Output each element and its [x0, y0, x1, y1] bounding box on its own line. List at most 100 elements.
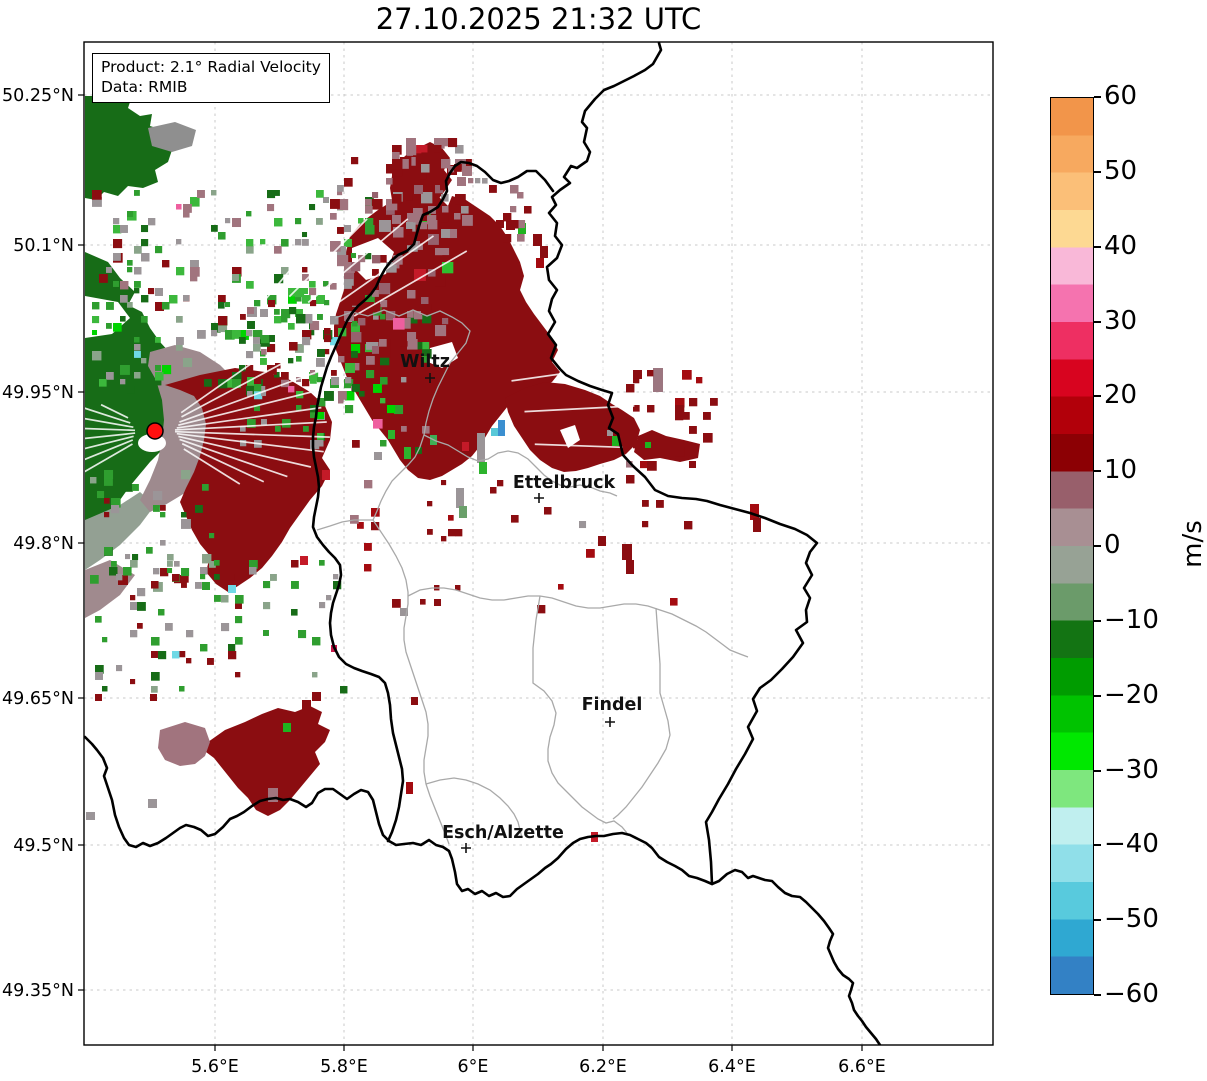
radar-speckle — [364, 543, 372, 551]
radar-speckle — [153, 491, 163, 501]
radar-speckle — [302, 379, 310, 387]
radar-speckle — [468, 178, 474, 184]
colorbar-tick — [1094, 844, 1101, 847]
white-radial-streak — [307, 218, 409, 304]
radar-speckle — [647, 461, 657, 471]
radar-speckle — [95, 665, 104, 674]
white-radial-streak — [178, 435, 312, 468]
radar-speckle — [211, 190, 217, 196]
radar-speckle — [324, 349, 330, 355]
country-border — [311, 160, 555, 843]
radar-speckle — [337, 246, 347, 256]
white-radial-streak — [524, 405, 635, 413]
radar-speckle — [190, 197, 200, 207]
radar-speckle — [104, 498, 110, 504]
radar-speckle — [162, 302, 170, 310]
radar-cell — [457, 177, 466, 186]
radar-speckle — [422, 356, 429, 363]
radar-speckle — [427, 501, 433, 507]
radar-speckle — [176, 344, 183, 351]
radar-cell — [479, 462, 487, 474]
radar-speckle — [288, 358, 294, 364]
radar-speckle — [586, 549, 595, 558]
radar-speckle — [510, 206, 517, 213]
radar-speckle — [312, 637, 321, 646]
radar-speckle — [330, 316, 339, 325]
radar-cell — [300, 556, 308, 565]
canton-boundary — [532, 595, 628, 834]
radar-speckle — [214, 595, 221, 602]
radar-speckle — [92, 197, 102, 207]
radar-speckle — [295, 218, 302, 225]
radar-speckle — [415, 342, 423, 350]
radar-speckle — [441, 536, 447, 542]
lat-tick-label: 49.8°N — [13, 534, 74, 554]
radar-speckle — [537, 605, 546, 614]
radar-speckle — [281, 372, 289, 380]
radar-speckle — [422, 349, 432, 359]
radar-speckle — [172, 574, 180, 582]
radar-speckle — [181, 512, 187, 518]
radar-speckle — [158, 651, 167, 660]
radar-speckle — [408, 314, 418, 324]
colorbar-tick-label: 0 — [1104, 530, 1121, 560]
radar-speckle — [225, 330, 235, 340]
radar-speckle — [288, 295, 297, 304]
radar-speckle — [380, 356, 390, 366]
radar-speckle — [394, 405, 404, 415]
radar-speckle — [414, 269, 426, 281]
radar-speckle — [204, 379, 212, 387]
colorbar-tick — [1094, 694, 1101, 697]
radar-speckle — [380, 377, 388, 385]
white-radial-streak — [100, 403, 129, 419]
radar-speckle — [710, 398, 718, 406]
radar-speckle — [228, 574, 235, 581]
radar-speckle — [489, 185, 497, 193]
radar-speckle — [440, 185, 446, 191]
colorbar-tick-label: 60 — [1104, 81, 1138, 111]
radar-cell — [302, 700, 311, 712]
nw-gray-notch — [148, 122, 196, 152]
radar-speckle — [392, 599, 401, 608]
radar-speckle — [380, 440, 387, 447]
radar-speckle — [407, 290, 416, 299]
city-marker — [534, 493, 544, 503]
radar-speckle — [455, 585, 461, 591]
radar-speckle — [703, 433, 713, 443]
radar-speckle — [312, 672, 318, 678]
white-radial-streak — [183, 448, 241, 485]
radar-speckle — [511, 515, 519, 523]
radar-speckle — [90, 477, 97, 484]
radar-speckle — [406, 229, 413, 236]
radar-speckle — [211, 330, 218, 337]
radar-speckle — [111, 498, 121, 508]
white-radial-streak — [176, 406, 322, 429]
radar-speckle — [365, 295, 375, 305]
radar-cell — [283, 723, 291, 732]
radar-speckle — [379, 220, 391, 232]
canton-boundary — [423, 434, 618, 497]
radar-speckle — [291, 560, 299, 568]
radar-speckle — [316, 358, 325, 367]
radar-cell — [404, 447, 411, 459]
radar-speckle — [235, 672, 241, 678]
radar-speckle — [195, 582, 202, 589]
radar-speckle — [475, 178, 481, 184]
radar-speckle — [235, 637, 243, 645]
radar-speckle — [120, 225, 128, 233]
radar-speckle — [160, 512, 166, 518]
radar-speckle — [352, 384, 360, 392]
radar-speckle — [106, 302, 114, 310]
radar-speckle — [387, 405, 396, 414]
radar-speckle — [344, 239, 352, 247]
radar-speckle — [120, 316, 126, 322]
radar-speckle — [260, 358, 267, 365]
radar-speckle — [162, 365, 172, 375]
colorbar-tick-label: −10 — [1104, 604, 1159, 635]
radar-speckle — [113, 281, 119, 287]
radar-speckle — [309, 281, 316, 288]
radar-speckle — [386, 262, 397, 273]
radar-speckle — [268, 335, 275, 342]
radar-speckle — [190, 260, 199, 269]
